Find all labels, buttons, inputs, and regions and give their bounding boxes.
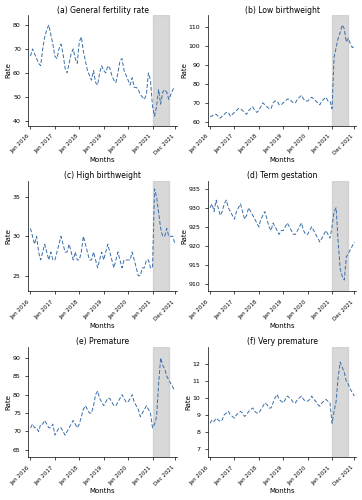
X-axis label: Months: Months bbox=[90, 157, 115, 163]
Bar bbox=[332, 347, 348, 457]
Y-axis label: Rate: Rate bbox=[5, 228, 12, 244]
Bar bbox=[332, 181, 348, 292]
X-axis label: Months: Months bbox=[269, 488, 295, 494]
Title: (b) Low birthweight: (b) Low birthweight bbox=[245, 6, 320, 15]
Bar bbox=[152, 181, 169, 292]
Bar bbox=[152, 16, 169, 126]
Y-axis label: Rate: Rate bbox=[5, 62, 12, 78]
X-axis label: Months: Months bbox=[90, 488, 115, 494]
Bar bbox=[332, 16, 348, 126]
Title: (f) Very premature: (f) Very premature bbox=[247, 337, 318, 346]
X-axis label: Months: Months bbox=[269, 157, 295, 163]
Y-axis label: Rate: Rate bbox=[181, 228, 187, 244]
X-axis label: Months: Months bbox=[269, 322, 295, 328]
Y-axis label: Rate: Rate bbox=[185, 394, 191, 410]
Title: (e) Premature: (e) Premature bbox=[76, 337, 129, 346]
Bar bbox=[152, 347, 169, 457]
X-axis label: Months: Months bbox=[90, 322, 115, 328]
Title: (a) General fertility rate: (a) General fertility rate bbox=[57, 6, 149, 15]
Y-axis label: Rate: Rate bbox=[181, 62, 187, 78]
Title: (d) Term gestation: (d) Term gestation bbox=[247, 172, 317, 180]
Y-axis label: Rate: Rate bbox=[5, 394, 12, 410]
Title: (c) High birthweight: (c) High birthweight bbox=[64, 172, 141, 180]
